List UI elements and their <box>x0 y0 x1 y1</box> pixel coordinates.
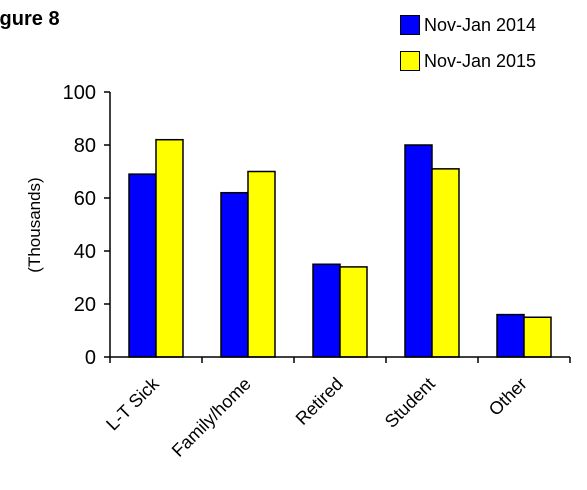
bar-2-2 <box>339 266 368 358</box>
y-tick-label-4: 80 <box>74 135 96 157</box>
legend: Nov-Jan 2014 Nov-Jan 2015 <box>400 12 536 84</box>
legend-swatch-series-1 <box>400 15 420 35</box>
x-tick-label-1: Family/home <box>168 374 255 461</box>
bar-2-3 <box>431 168 460 358</box>
bar-1-0 <box>128 173 157 358</box>
figure-label: igure 8 <box>0 8 60 30</box>
y-axis-label: (Thousands) <box>25 177 44 272</box>
x-tick-label-3: Student <box>381 374 439 432</box>
bar-1-3 <box>404 144 433 358</box>
x-tick-label-2: Retired <box>292 374 347 429</box>
legend-label-series-1: Nov-Jan 2014 <box>424 14 537 35</box>
y-tick-label-0: 0 <box>85 347 96 369</box>
legend-item-series-1: Nov-Jan 2014 <box>400 12 536 38</box>
legend-item-series-2: Nov-Jan 2015 <box>400 48 536 74</box>
bar-1-1 <box>220 191 249 358</box>
bar-2-0 <box>155 138 184 358</box>
bar-1-4 <box>496 313 525 358</box>
y-tick-label-5: 100 <box>63 82 96 104</box>
x-tick-label-0: L-T Sick <box>102 373 163 434</box>
legend-label-series-2: Nov-Jan 2015 <box>424 50 537 71</box>
bar-2-1 <box>247 170 276 358</box>
bar-1-2 <box>312 263 341 358</box>
y-tick-label-3: 60 <box>74 188 96 210</box>
bar-2-4 <box>523 316 552 358</box>
x-tick-label-4: Other <box>485 374 531 420</box>
y-tick-label-2: 40 <box>74 241 96 263</box>
y-tick-label-1: 20 <box>74 294 96 316</box>
legend-swatch-series-2 <box>400 51 420 71</box>
